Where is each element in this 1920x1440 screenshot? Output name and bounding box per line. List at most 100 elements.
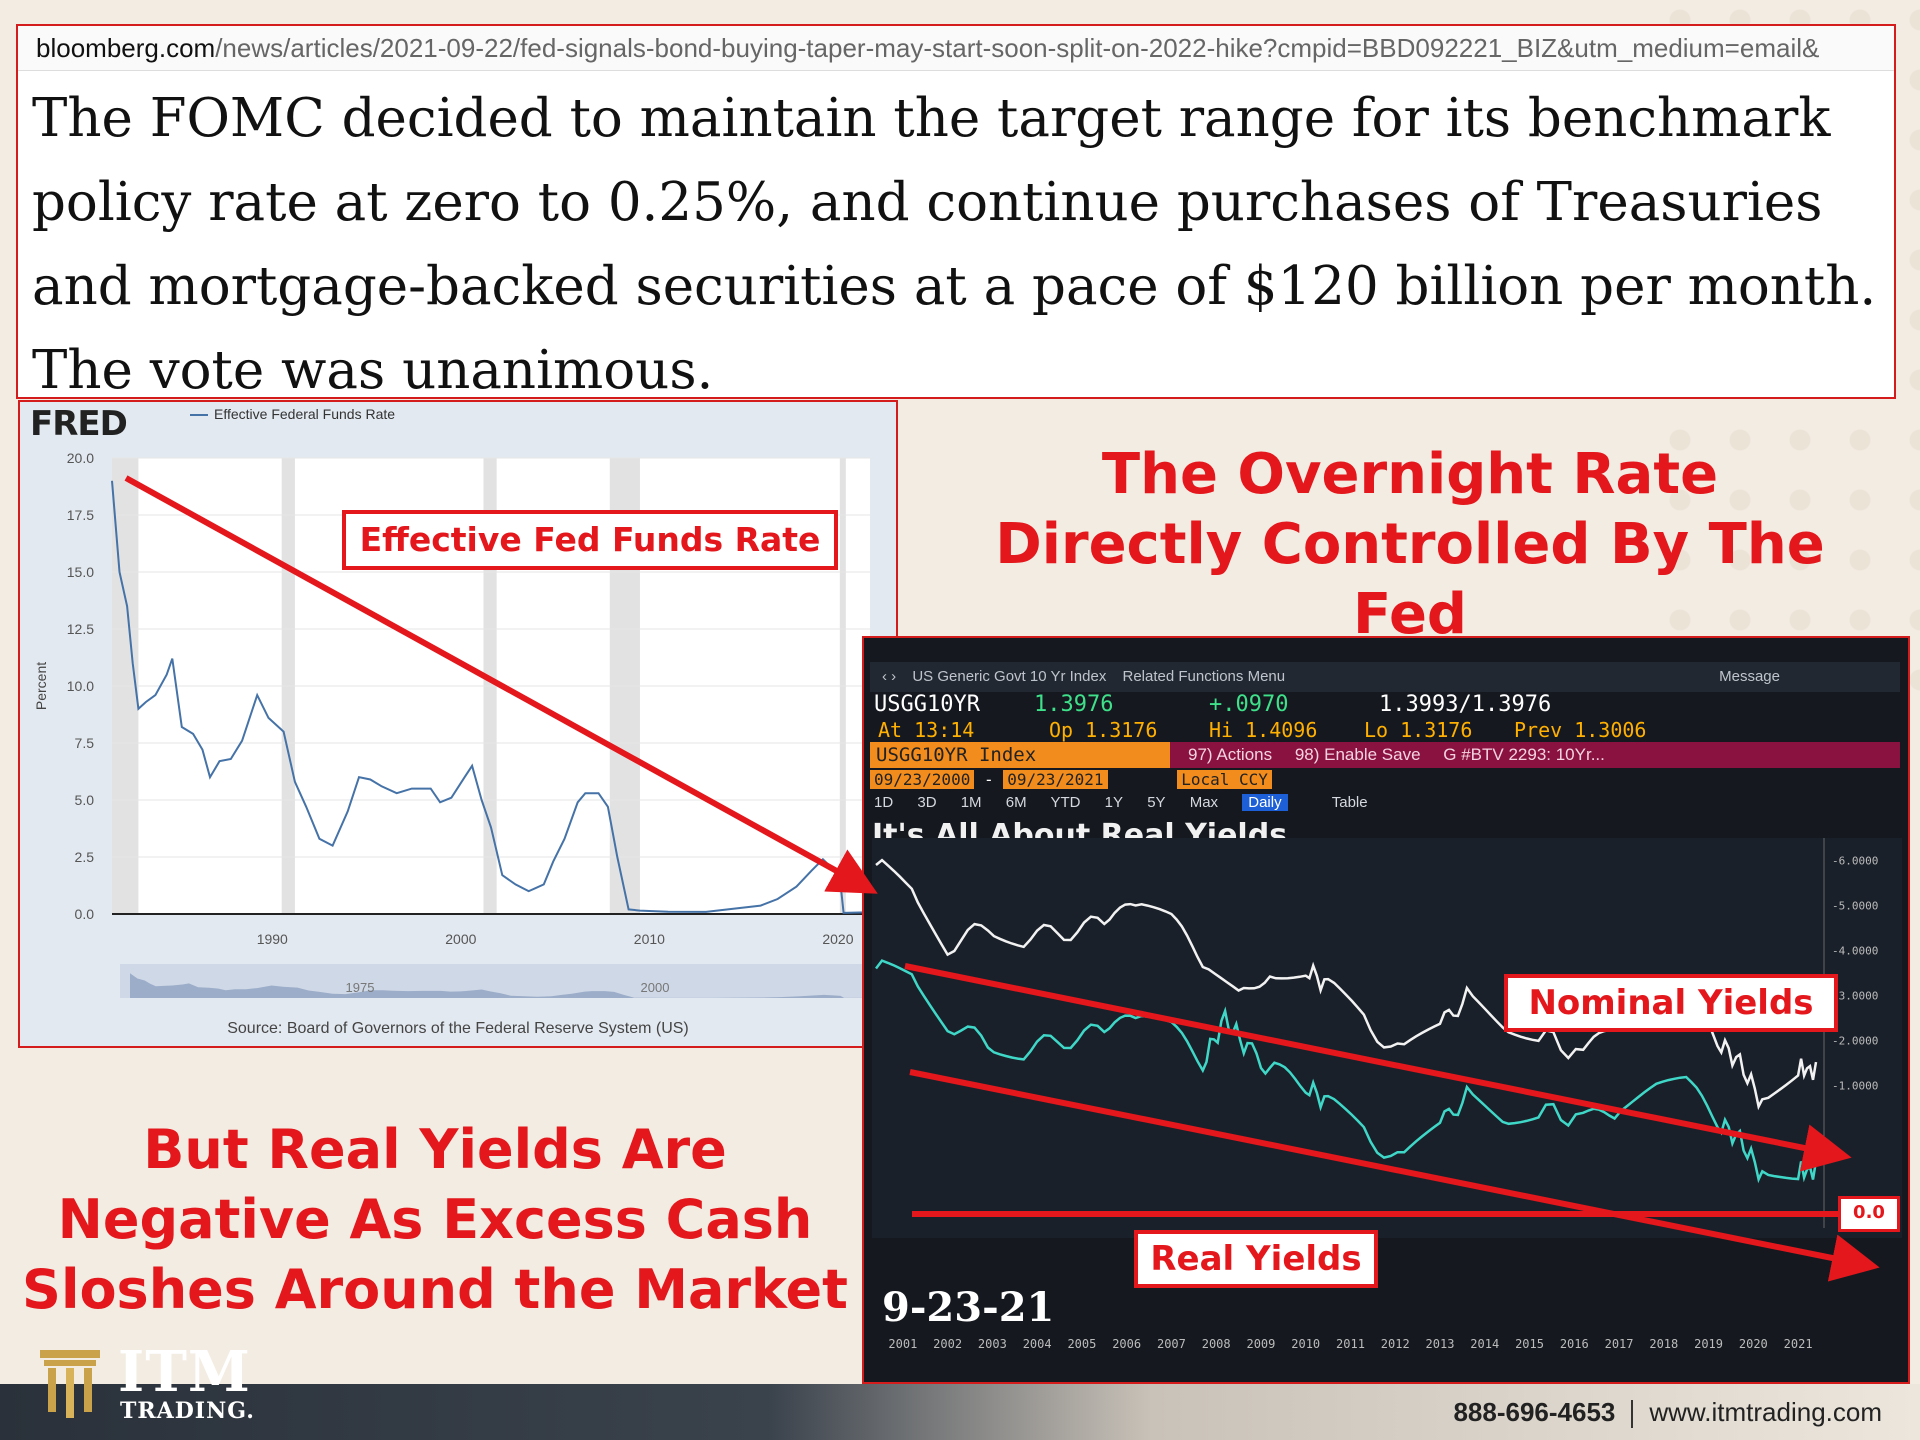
bbg-y-tick-label: -3.0000 (1832, 990, 1878, 1003)
bbg-periods: 1D 3D 1M 6M YTD 1Y 5Y Max Daily Table (874, 794, 1388, 811)
bbg-low: Lo 1.3176 (1364, 718, 1473, 742)
bbg-x-tick-label: 2020 (1739, 1337, 1768, 1351)
bbg-x-tick-label: 2011 (1336, 1337, 1365, 1351)
pillar-logo-icon (40, 1350, 100, 1418)
headline-overnight-rate: The Overnight Rate Directly Controlled B… (995, 442, 1825, 647)
ticker-symbol: USGG10YR (874, 692, 980, 717)
bbg-y-tick-label: -1.0000 (1832, 1080, 1878, 1093)
article-quote: The FOMC decided to maintain the target … (32, 88, 1877, 399)
y-tick-label: 10.0 (67, 678, 94, 694)
period-6m[interactable]: 6M (1005, 794, 1027, 811)
nav-arrows[interactable]: ‹ › (882, 668, 897, 685)
callout-effective-fed-funds: Effective Fed Funds Rate (342, 510, 838, 570)
bbg-x-tick-label: 2007 (1157, 1337, 1186, 1351)
bbg-x-tick-label: 2013 (1426, 1337, 1455, 1351)
bbg-x-tick-label: 2008 (1202, 1337, 1231, 1351)
url-host: bloomberg.com (36, 33, 216, 63)
y-tick-label: 15.0 (67, 564, 94, 580)
fred-logo: FRED (30, 404, 128, 444)
article-excerpt: bloomberg.com/news/articles/2021-09-22/f… (16, 24, 1896, 399)
bbg-table-tab[interactable]: Table (1331, 794, 1368, 811)
fred-legend-label: Effective Federal Funds Rate (214, 406, 396, 422)
fred-legend: Effective Federal Funds Rate (190, 406, 395, 422)
bbg-toolbar-related[interactable]: Related Functions Menu (1122, 668, 1286, 685)
callout-zero: 0.0 (1838, 1196, 1900, 1232)
period-3d[interactable]: 3D (917, 794, 937, 811)
bbg-y-tick-label: -4.0000 (1832, 945, 1878, 958)
bbg-toolbar-security[interactable]: US Generic Govt 10 Yr Index (912, 668, 1107, 685)
bbg-menu-actions[interactable]: 97) Actions (1188, 745, 1273, 764)
footer-phone[interactable]: 888-696-4653 (1453, 1397, 1616, 1427)
footer-website[interactable]: www.itmtrading.com (1649, 1397, 1882, 1427)
bbg-date-from[interactable]: 09/23/2000 (870, 770, 975, 789)
bbg-menu-btv[interactable]: G #BTV 2293: 10Yr... (1443, 745, 1605, 764)
x-tick-label: 2020 (822, 931, 853, 947)
bbg-ticker: USGG10YR (874, 692, 980, 717)
bbg-open: Op 1.3176 (1049, 718, 1158, 742)
period-max[interactable]: Max (1189, 794, 1219, 811)
headline-real-yields: But Real Yields Are Negative As Excess C… (22, 1118, 848, 1321)
bbg-x-tick-label: 2021 (1784, 1337, 1813, 1351)
period-1d[interactable]: 1D (874, 794, 894, 811)
url-bar[interactable]: bloomberg.com/news/articles/2021-09-22/f… (18, 26, 1894, 71)
footer-contact: 888-696-4653 www.itmtrading.com (1453, 1384, 1882, 1440)
bbg-currency[interactable]: Local CCY (1177, 770, 1272, 789)
bbg-prev: Prev 1.3006 (1514, 718, 1647, 742)
bbg-index-label: USGG10YR Index (876, 744, 1037, 766)
fred-chart-panel: 0.0 2.5 5.0 7.5 10.0 12.5 15.0 17.5 20.0 1990 2000… (18, 400, 898, 1048)
footer-bar (0, 1384, 1920, 1440)
photo-date: 9-23-21 (882, 1284, 1055, 1331)
bbg-x-tick-label: 2002 (933, 1337, 962, 1351)
x-tick-label: 2000 (445, 931, 476, 947)
bbg-x-tick-label: 2018 (1649, 1337, 1678, 1351)
period-5y[interactable]: 5Y (1147, 794, 1166, 811)
bbg-x-tick-label: 2017 (1605, 1337, 1634, 1351)
period-daily[interactable]: Daily (1242, 794, 1288, 811)
bbg-x-tick-label: 2003 (978, 1337, 1007, 1351)
period-1y[interactable]: 1Y (1104, 794, 1124, 811)
y-tick-label: 0.0 (75, 906, 95, 922)
x-tick-label: 1990 (257, 931, 288, 947)
bbg-menu: 97) Actions 98) Enable Save G #BTV 2293:… (1170, 742, 1900, 768)
bbg-x-tick-label: 2012 (1381, 1337, 1410, 1351)
bbg-toolbar-message[interactable]: Message (1719, 668, 1780, 685)
period-ytd[interactable]: YTD (1050, 794, 1081, 811)
x-tick-label: 2010 (634, 931, 665, 947)
bbg-index-bar: USGG10YR Index 97) Actions 98) Enable Sa… (870, 742, 1900, 768)
bbg-plot-area (872, 838, 1902, 1238)
callout-real-yields: Real Yields (1134, 1230, 1378, 1288)
logo-brand: ITM (118, 1339, 251, 1405)
bbg-x-tick-label: 2009 (1246, 1337, 1275, 1351)
url-path: /news/articles/2021-09-22/fed-signals-bo… (215, 33, 1820, 63)
bbg-x-tick-label: 2004 (1023, 1337, 1052, 1351)
logo-brand-sub: TRADING. (120, 1398, 255, 1424)
bbg-x-tick-label: 2014 (1470, 1337, 1499, 1351)
bbg-date-range: 09/23/2000 - 09/23/2021 Local CCY (870, 770, 1272, 789)
fred-source: Source: Board of Governors of the Federa… (227, 1020, 689, 1037)
bbg-x-tick-label: 2001 (888, 1337, 917, 1351)
callout-nominal-yields: Nominal Yields (1504, 974, 1838, 1032)
y-tick-label: 12.5 (67, 621, 94, 637)
bbg-x-tick-label: 2006 (1112, 1337, 1141, 1351)
y-tick-label: 20.0 (67, 450, 94, 466)
footer-divider (1631, 1400, 1634, 1429)
bbg-x-tick-label: 2005 (1067, 1337, 1096, 1351)
bbg-x-tick-label: 2015 (1515, 1337, 1544, 1351)
bbg-date-to[interactable]: 09/23/2021 (1003, 770, 1108, 789)
bbg-x-tick-label: 2010 (1291, 1337, 1320, 1351)
navigator-label: 1975 (346, 980, 375, 995)
navigator-label: 2000 (641, 980, 670, 995)
y-tick-label: 7.5 (75, 735, 95, 751)
bbg-toolbar: ‹ › US Generic Govt 10 Yr Index Related … (870, 662, 1900, 692)
bbg-menu-save[interactable]: 98) Enable Save (1294, 745, 1421, 764)
bbg-x-tick-label: 2016 (1560, 1337, 1589, 1351)
bbg-x-tick-label: 2019 (1694, 1337, 1723, 1351)
y-tick-label: 17.5 (67, 507, 94, 523)
y-tick-label: 5.0 (75, 792, 95, 808)
legend-swatch (190, 414, 208, 417)
fred-chart: 0.0 2.5 5.0 7.5 10.0 12.5 15.0 17.5 20.0 1990 2000… (33, 450, 880, 998)
bbg-y-tick-label: -2.0000 (1832, 1035, 1878, 1048)
bbg-bidask: 1.3993/1.3976 (1379, 692, 1552, 717)
bbg-y-tick-label: -6.0000 (1832, 855, 1878, 868)
period-1m[interactable]: 1M (960, 794, 982, 811)
